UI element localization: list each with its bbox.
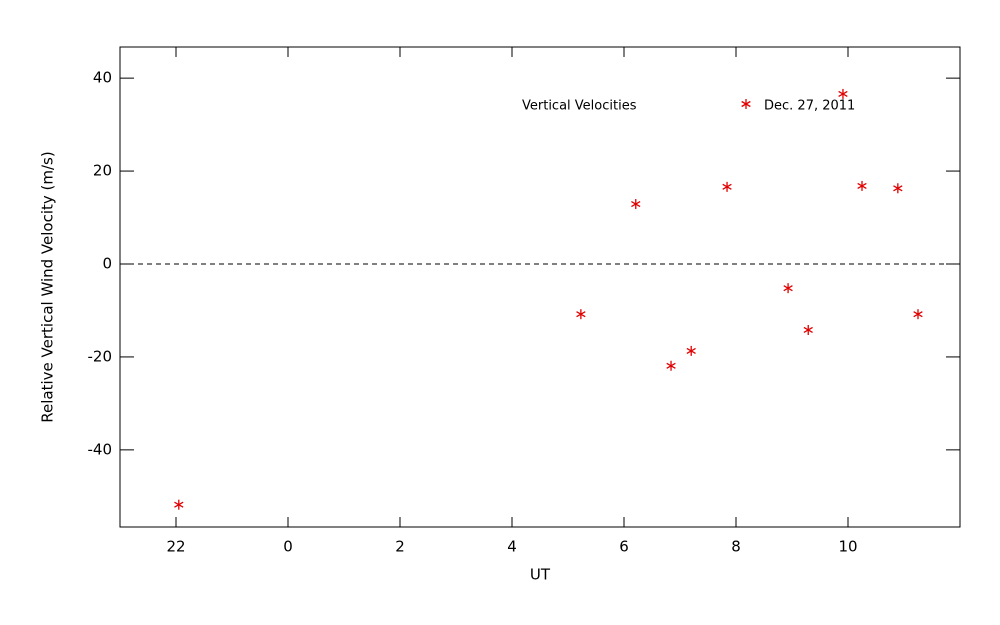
point (838, 88, 848, 99)
point (631, 199, 641, 210)
point (857, 180, 867, 191)
star-stroke (838, 90, 848, 97)
x-tick-label: 10 (838, 538, 857, 556)
star-stroke (576, 311, 586, 318)
point (722, 181, 732, 192)
star-stroke (666, 362, 676, 369)
star-stroke (913, 311, 923, 318)
point (666, 360, 676, 371)
y-tick-label: 0 (102, 254, 112, 272)
point (576, 309, 586, 320)
x-tick-label: 0 (283, 538, 293, 556)
x-tick-label: 8 (731, 538, 741, 556)
y-tick-label: 20 (93, 162, 112, 180)
star-stroke (722, 183, 732, 190)
y-tick-label: -40 (88, 440, 113, 458)
x-axis-label: UT (530, 566, 551, 584)
star-stroke (174, 501, 184, 508)
x-tick-label: 2 (395, 538, 405, 556)
x-tick-label: 4 (507, 538, 517, 556)
point (783, 283, 793, 294)
star-stroke (631, 200, 641, 208)
star-stroke (803, 326, 813, 334)
y-tick-label: -20 (88, 347, 113, 365)
star-stroke (893, 185, 903, 192)
plot-frame (119, 46, 961, 528)
star-stroke (857, 182, 867, 189)
y-axis-label: Relative Vertical Wind Velocity (m/s) (39, 151, 57, 422)
point (803, 324, 813, 335)
star-stroke (783, 285, 793, 292)
point (174, 499, 184, 510)
x-tick-label: 22 (166, 538, 185, 556)
point (913, 309, 923, 320)
star-stroke (741, 100, 751, 108)
x-tick-label: 6 (619, 538, 629, 556)
point (893, 183, 903, 194)
legend-title: Vertical Velocities (522, 99, 637, 114)
point (686, 345, 696, 356)
legend-label: Dec. 27, 2011 (764, 99, 855, 114)
y-tick-label: 40 (93, 69, 112, 87)
legend-marker (741, 99, 751, 109)
star-stroke (686, 347, 696, 354)
